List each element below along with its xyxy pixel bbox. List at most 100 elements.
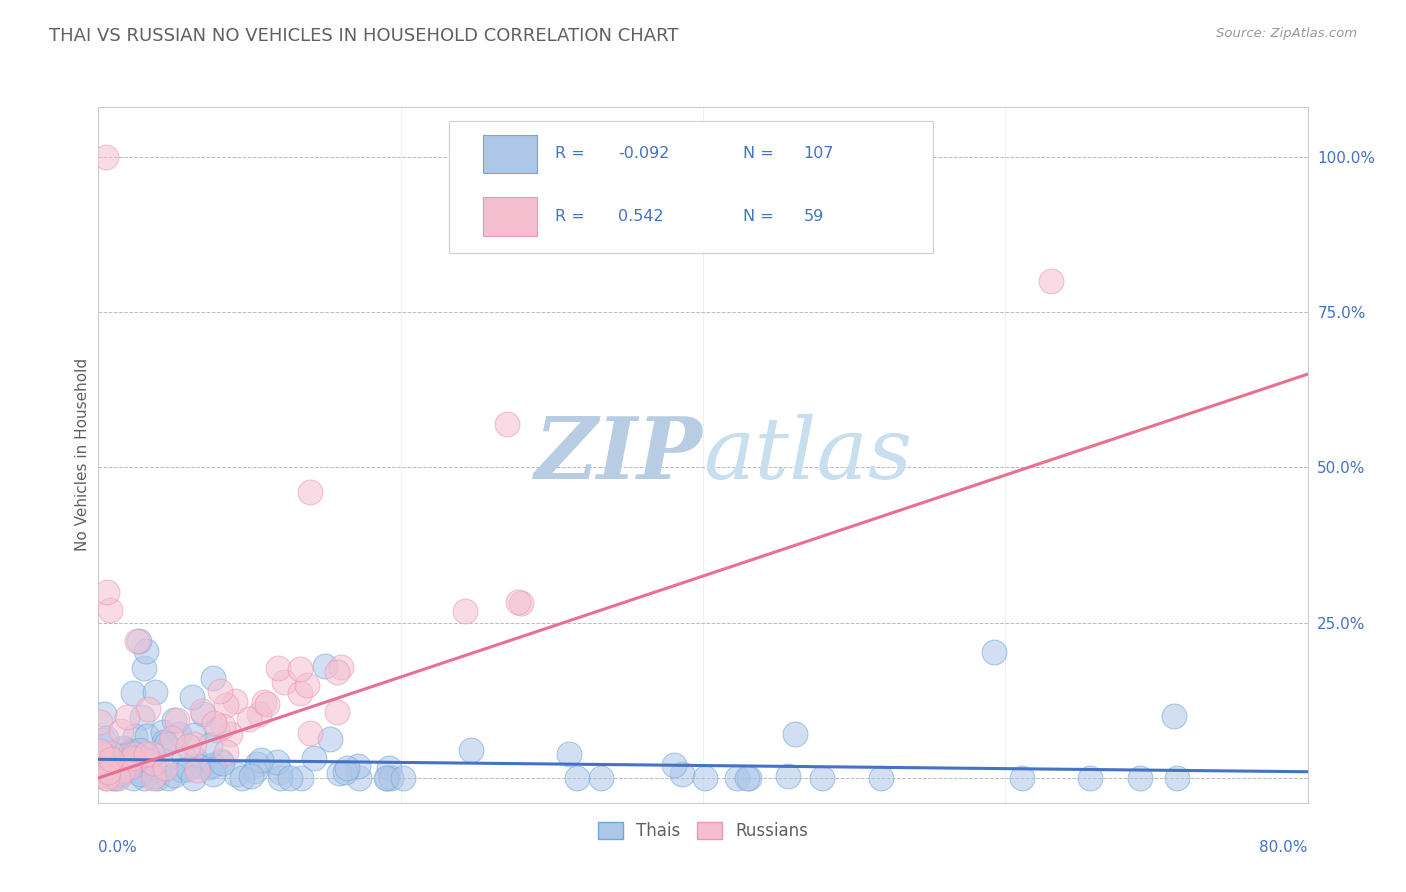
Point: [314, 658, 336, 673]
Point: [111, 740, 134, 755]
Point: [148, 763, 170, 777]
Point: [96, 584, 118, 599]
Point: [89, 744, 111, 758]
Point: [186, 763, 208, 777]
Point: [100, 752, 122, 766]
Point: [392, 771, 415, 785]
Point: [128, 634, 150, 648]
Text: 0.0%: 0.0%: [98, 840, 138, 855]
Point: [170, 763, 193, 777]
Text: 0.542: 0.542: [619, 209, 664, 224]
Point: [146, 771, 169, 785]
Point: [1163, 708, 1185, 723]
Point: [89, 714, 111, 729]
Point: [143, 759, 166, 773]
Point: [97, 764, 120, 779]
Point: [107, 771, 129, 785]
Point: [177, 762, 200, 776]
Point: [184, 754, 207, 768]
Point: [208, 684, 231, 698]
Point: [131, 710, 153, 724]
Point: [239, 769, 262, 783]
Point: [983, 644, 1005, 658]
Point: [290, 686, 312, 700]
Point: [256, 697, 278, 711]
Point: [183, 737, 205, 751]
Point: [250, 754, 273, 768]
Point: [346, 758, 368, 772]
Point: [735, 771, 758, 785]
Point: [118, 760, 141, 774]
Point: [156, 771, 179, 785]
Point: [138, 761, 160, 775]
Point: [132, 771, 155, 785]
Point: [128, 767, 150, 781]
Point: [1039, 274, 1062, 288]
Point: [266, 661, 288, 675]
Point: [122, 771, 145, 785]
Point: [136, 702, 159, 716]
Point: [124, 747, 146, 761]
Point: [215, 698, 238, 713]
Point: [111, 749, 134, 764]
Point: [162, 731, 184, 745]
Point: [506, 595, 529, 609]
Point: [304, 750, 326, 764]
Point: [269, 764, 291, 779]
Point: [215, 745, 238, 759]
Point: [115, 710, 138, 724]
Text: 80.0%: 80.0%: [1260, 840, 1308, 855]
Point: [120, 744, 142, 758]
Point: [662, 758, 685, 772]
Point: [1011, 771, 1033, 785]
Text: N =: N =: [742, 209, 779, 224]
Point: [671, 767, 693, 781]
Point: [380, 771, 402, 785]
Point: [238, 712, 260, 726]
Point: [93, 756, 115, 770]
Point: [125, 634, 148, 648]
Point: [98, 764, 121, 778]
Point: [246, 757, 269, 772]
Point: [290, 771, 312, 785]
Point: [737, 771, 759, 785]
Point: [143, 769, 166, 783]
Text: THAI VS RUSSIAN NO VEHICLES IN HOUSEHOLD CORRELATION CHART: THAI VS RUSSIAN NO VEHICLES IN HOUSEHOLD…: [49, 27, 679, 45]
Point: [288, 662, 311, 676]
Point: [1166, 771, 1188, 785]
Point: [778, 769, 800, 783]
Point: [169, 726, 191, 740]
Point: [1078, 771, 1101, 785]
Point: [243, 764, 266, 779]
Point: [166, 713, 188, 727]
FancyBboxPatch shape: [482, 135, 537, 173]
Point: [132, 751, 155, 765]
Point: [201, 758, 224, 772]
Point: [135, 747, 157, 761]
Point: [143, 685, 166, 699]
Point: [104, 771, 127, 785]
Point: [121, 751, 143, 765]
Point: [142, 756, 165, 771]
Text: ZIP: ZIP: [536, 413, 703, 497]
Point: [93, 707, 115, 722]
Point: [141, 747, 163, 762]
Point: [128, 749, 150, 764]
Point: [231, 771, 253, 785]
Point: [278, 771, 301, 785]
Point: [202, 715, 225, 730]
Point: [110, 723, 132, 738]
Text: Source: ZipAtlas.com: Source: ZipAtlas.com: [1216, 27, 1357, 40]
Point: [121, 686, 143, 700]
Point: [211, 756, 233, 771]
Point: [98, 603, 121, 617]
Point: [107, 768, 129, 782]
Text: -0.092: -0.092: [619, 146, 669, 161]
Point: [725, 771, 748, 785]
Point: [870, 771, 893, 785]
Point: [454, 603, 477, 617]
Point: [94, 731, 117, 745]
Point: [211, 754, 233, 768]
Point: [122, 758, 145, 772]
Point: [201, 671, 224, 685]
